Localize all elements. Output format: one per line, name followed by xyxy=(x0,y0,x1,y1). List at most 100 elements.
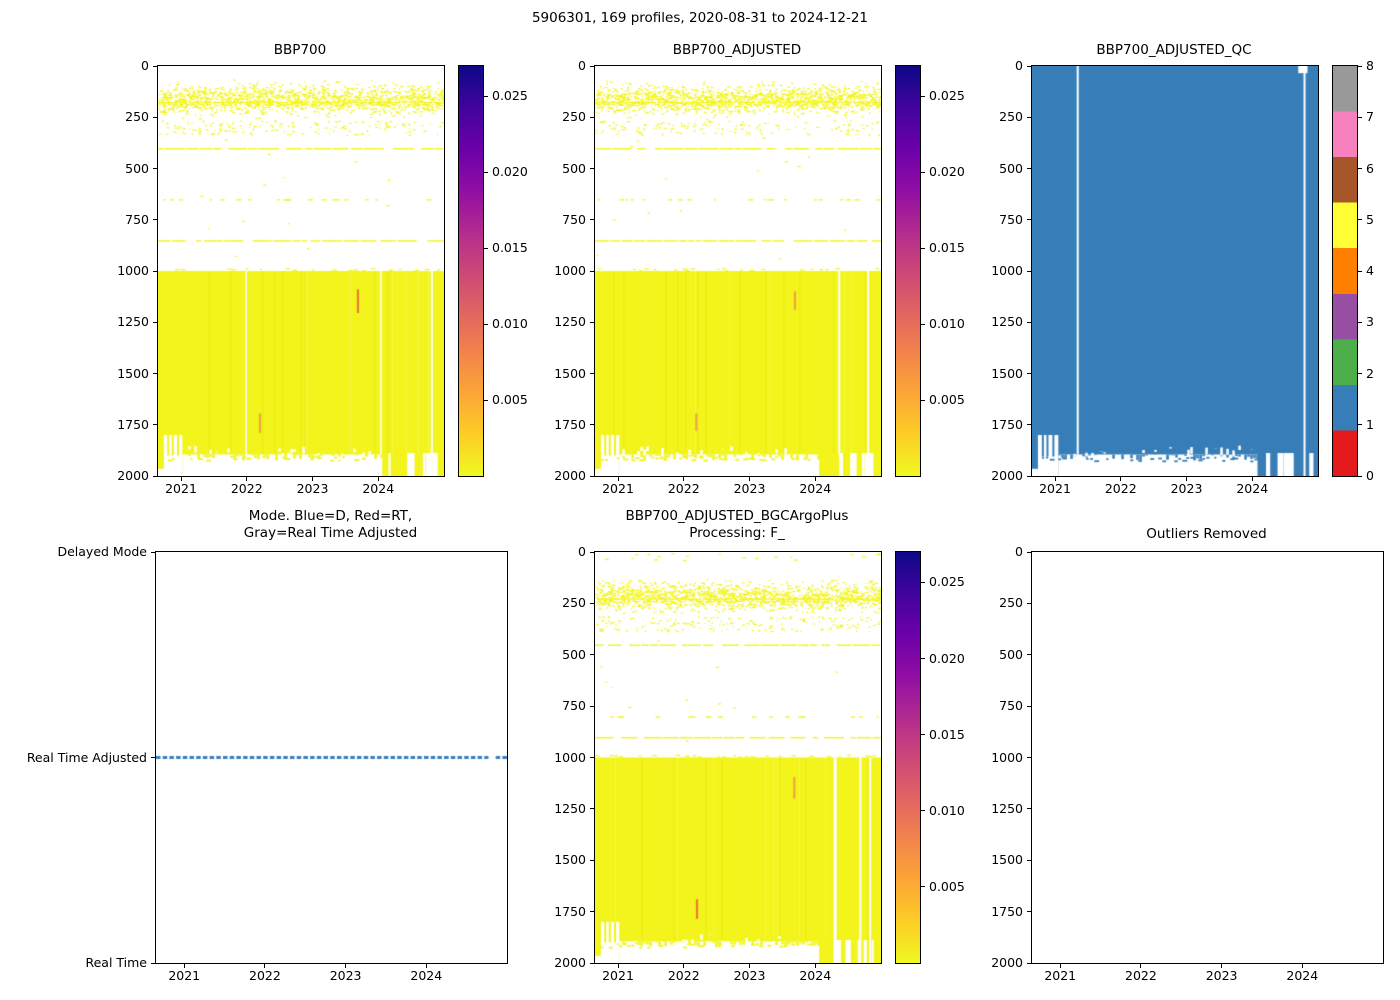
subplot-outliers-removed xyxy=(1031,551,1384,964)
x-tick-label: 2023 xyxy=(329,967,362,983)
x-tick-mark xyxy=(183,964,185,968)
depth-tick-label: 1000 xyxy=(117,262,149,278)
subplot-title-outliers-removed: Outliers Removed xyxy=(1146,526,1267,542)
bbp700-plot-canvas xyxy=(158,66,444,476)
mode-tick-label: Real Time Adjusted xyxy=(26,749,147,765)
depth-tick-label: 1750 xyxy=(117,416,149,432)
x-tick-mark xyxy=(749,477,750,481)
subplot-mode xyxy=(155,551,508,964)
x-tick-mark xyxy=(312,477,313,481)
y-tick-mark xyxy=(590,321,594,323)
x-tick-label: 2023 xyxy=(1170,480,1203,496)
qc-colorbar-tick-label: 7 xyxy=(1366,109,1374,124)
colorbar-tick-mark xyxy=(1358,373,1362,374)
depth-tick-label: 750 xyxy=(999,211,1023,227)
depth-tick-label: 2000 xyxy=(554,954,586,970)
depth-tick-label: 2000 xyxy=(554,467,586,483)
x-tick-label: 2024 xyxy=(1236,480,1269,496)
subplot-title-bbp700-adjusted-qc: BBP700_ADJUSTED_QC xyxy=(1096,42,1252,58)
y-tick-mark xyxy=(151,757,155,758)
colorbar-tick-mark xyxy=(921,581,925,583)
x-tick-mark xyxy=(683,477,685,481)
y-tick-mark xyxy=(153,373,157,374)
qc-colorbar-tick-label: 0 xyxy=(1366,467,1374,483)
colorbar-plasma-bbp700-adjusted xyxy=(895,65,921,477)
colorbar-tick-mark xyxy=(1358,475,1362,477)
y-tick-mark xyxy=(151,551,155,553)
x-tick-label: 2022 xyxy=(667,480,700,496)
y-tick-mark xyxy=(590,705,594,707)
x-tick-mark xyxy=(180,477,182,481)
x-tick-label: 2021 xyxy=(165,480,197,496)
depth-tick-label: 2000 xyxy=(117,467,149,483)
depth-tick-label: 0 xyxy=(141,57,149,73)
x-tick-label: 2023 xyxy=(733,967,766,983)
y-tick-mark xyxy=(590,219,594,221)
mode-plot-canvas xyxy=(156,552,507,963)
depth-tick-label: 1500 xyxy=(991,365,1023,381)
y-tick-mark xyxy=(153,475,157,477)
depth-tick-label: 750 xyxy=(125,211,149,227)
bbp700-adjusted-qc-plot-canvas xyxy=(1032,66,1318,476)
y-tick-mark xyxy=(1027,551,1031,553)
x-tick-mark xyxy=(1301,964,1303,968)
y-tick-mark xyxy=(1027,757,1031,758)
y-tick-mark xyxy=(1027,270,1031,272)
x-tick-mark xyxy=(814,964,816,968)
mode-tick-label: Delayed Mode xyxy=(57,543,147,559)
x-tick-label: 2024 xyxy=(799,480,832,496)
x-tick-label: 2021 xyxy=(602,967,634,983)
colorbar-tick-mark xyxy=(921,399,925,401)
colorbar-tick-mark xyxy=(484,247,488,249)
y-tick-mark xyxy=(1027,219,1031,221)
x-tick-label: 2021 xyxy=(602,480,634,496)
y-tick-mark xyxy=(590,373,594,374)
x-tick-mark xyxy=(345,964,347,968)
qc-colorbar-tick-label: 5 xyxy=(1366,211,1374,227)
colorbar-tick-mark xyxy=(921,658,925,660)
colorbar-plasma-bbp700 xyxy=(458,65,484,477)
x-tick-label: 2023 xyxy=(733,480,766,496)
qc-colorbar-tick-label: 8 xyxy=(1366,57,1374,73)
depth-tick-label: 1750 xyxy=(554,416,586,432)
y-tick-mark xyxy=(1027,911,1031,913)
x-tick-label: 2022 xyxy=(249,967,281,983)
x-tick-label: 2023 xyxy=(296,480,329,496)
y-tick-mark xyxy=(153,270,157,272)
y-tick-mark xyxy=(590,551,594,553)
y-tick-mark xyxy=(151,962,155,964)
x-tick-label: 2022 xyxy=(1104,480,1137,496)
y-tick-mark xyxy=(1027,424,1031,426)
subplot-bbp700 xyxy=(157,65,445,477)
colorbar-qc-discrete xyxy=(1332,65,1358,477)
depth-tick-label: 1000 xyxy=(991,749,1023,765)
x-tick-mark xyxy=(1054,477,1056,481)
bbp700-adjusted-plot-canvas xyxy=(595,66,881,476)
subplot-title-bbp700: BBP700 xyxy=(273,42,327,58)
depth-tick-label: 1250 xyxy=(117,314,149,329)
colorbar-plasma-bgcargoplus xyxy=(895,551,921,964)
y-tick-mark xyxy=(1027,962,1031,964)
colorbar-tick-mark xyxy=(921,886,925,888)
y-tick-mark xyxy=(153,321,157,323)
colorbar-tick-label: 0.020 xyxy=(929,650,965,666)
depth-tick-label: 750 xyxy=(562,211,586,227)
x-tick-mark xyxy=(1221,964,1223,968)
subplot-bgcargoplus xyxy=(594,551,882,964)
colorbar-tick-mark xyxy=(921,95,925,97)
depth-tick-label: 250 xyxy=(562,109,586,124)
x-tick-mark xyxy=(425,964,427,968)
y-tick-mark xyxy=(590,168,594,169)
y-tick-mark xyxy=(153,168,157,169)
colorbar-tick-mark xyxy=(921,810,925,812)
y-tick-mark xyxy=(590,116,594,118)
colorbar-tick-mark xyxy=(484,171,488,173)
y-tick-mark xyxy=(590,757,594,758)
qc-colorbar-tick-label: 4 xyxy=(1366,262,1374,278)
colorbar-tick-mark xyxy=(1358,168,1362,169)
depth-tick-label: 0 xyxy=(1015,543,1023,559)
colorbar-tick-mark xyxy=(1358,321,1362,323)
colorbar-tick-mark xyxy=(484,323,488,325)
y-tick-mark xyxy=(590,602,594,604)
subplot-title-mode: Mode. Blue=D, Red=RT, Gray=Real Time Adj… xyxy=(243,508,418,541)
